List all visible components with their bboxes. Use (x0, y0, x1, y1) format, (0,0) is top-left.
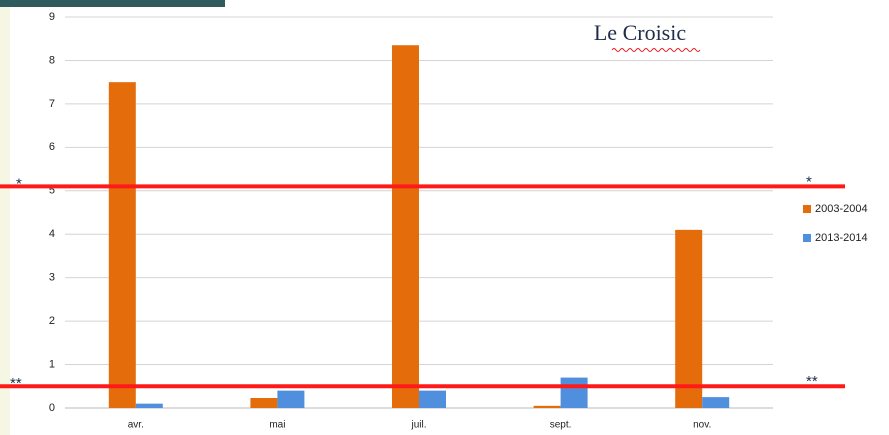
bar (560, 377, 588, 408)
y-tick-label: 1 (49, 358, 55, 370)
reference-label: * (16, 175, 22, 192)
y-tick-label: 7 (49, 98, 55, 110)
x-tick-label: juil. (410, 420, 426, 431)
reference-label: * (806, 173, 812, 190)
legend-swatch (803, 205, 811, 213)
bar (533, 405, 561, 408)
y-tick-label: 8 (49, 54, 55, 66)
legend-swatch (803, 234, 811, 242)
legend-label: 2003-2004 (815, 203, 868, 215)
y-tick-label: 2 (49, 315, 55, 327)
bar (419, 390, 446, 408)
chart-title: Le Croisic (594, 20, 686, 45)
x-tick-label: avr. (128, 420, 144, 431)
y-tick-label: 6 (49, 141, 55, 153)
bar (250, 398, 278, 408)
y-tick-label: 9 (49, 11, 55, 23)
side-strip (0, 0, 10, 435)
bar (108, 82, 136, 409)
x-tick-label: mai (269, 420, 285, 431)
spell-underline (611, 48, 701, 52)
bar (135, 403, 163, 408)
y-tick-label: 4 (49, 228, 55, 240)
reference-label: ** (806, 373, 818, 390)
x-tick-label: nov. (693, 420, 711, 431)
legend-label: 2013-2014 (815, 232, 868, 244)
y-tick-label: 5 (49, 185, 55, 197)
x-tick-label: sept. (550, 420, 572, 431)
bar (392, 45, 419, 408)
bar (675, 229, 703, 408)
y-tick-label: 3 (49, 272, 55, 284)
bar (277, 390, 305, 408)
top-strip (0, 0, 225, 7)
bar (702, 397, 730, 408)
reference-label: ** (10, 375, 22, 392)
y-tick-label: 0 (49, 402, 55, 414)
